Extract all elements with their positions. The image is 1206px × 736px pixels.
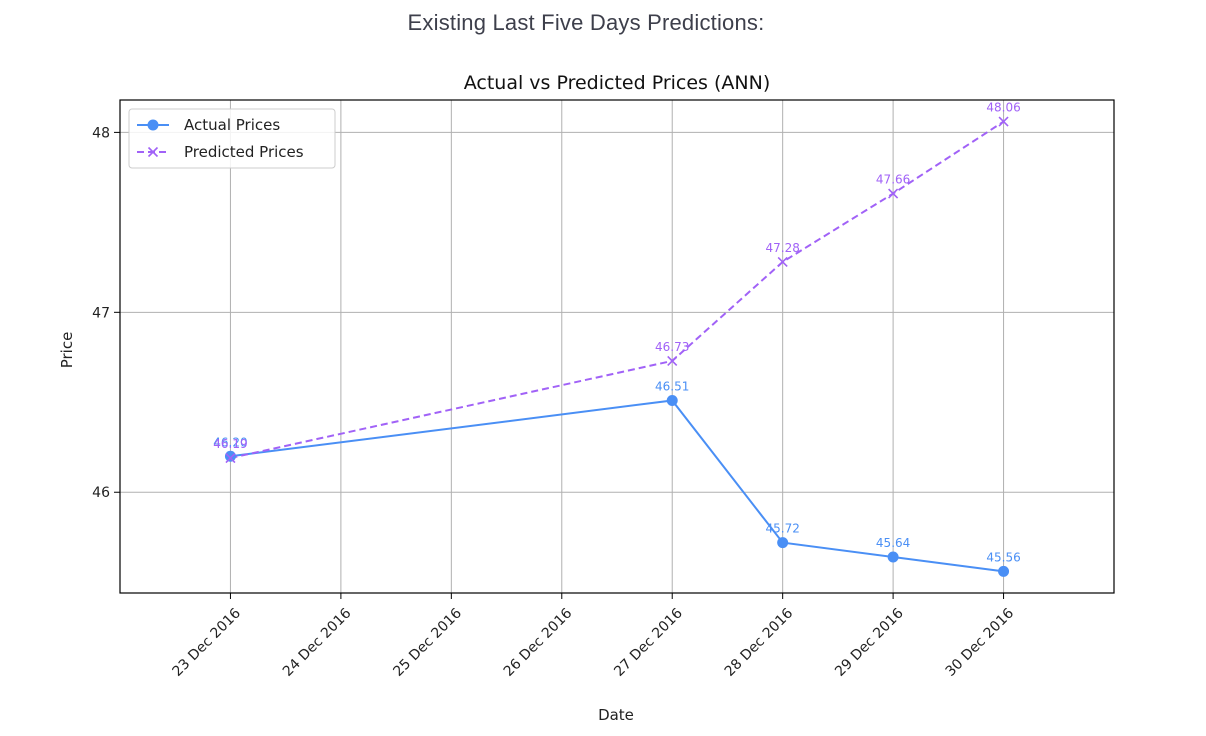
- y-axis: 46 47 48: [92, 125, 120, 501]
- chart-title: Actual vs Predicted Prices (ANN): [464, 72, 771, 94]
- actual-data-label: 45.64: [876, 536, 910, 550]
- x-tick-label: 28 Dec 2016: [722, 605, 797, 680]
- grid-lines: [120, 100, 1114, 593]
- predicted-data-label: 46.73: [655, 340, 689, 354]
- x-tick-label: 29 Dec 2016: [832, 605, 907, 680]
- legend-label: Actual Prices: [184, 116, 280, 134]
- predicted-data-label: 46.19: [213, 437, 247, 451]
- actual-point: [998, 565, 1010, 577]
- page-heading: Existing Last Five Days Predictions:: [407, 10, 765, 35]
- y-tick-label: 47: [92, 305, 110, 321]
- predicted-point: [667, 355, 678, 366]
- legend-marker: [147, 119, 159, 131]
- legend-marker: [147, 146, 159, 158]
- actual-point: [666, 394, 678, 406]
- x-axis: 23 Dec 2016 24 Dec 2016 25 Dec 2016 26 Dec …: [170, 593, 1018, 680]
- x-tick-label: 24 Dec 2016: [280, 605, 355, 680]
- y-tick-label: 48: [92, 125, 110, 141]
- x-axis-label: Date: [598, 706, 634, 724]
- data-labels: 46.20 46.51 45.72 45.64 45.56 46.19 46.73 47.28…: [213, 101, 1020, 565]
- predicted-point: [777, 256, 788, 267]
- predicted-data-label: 48.06: [986, 101, 1020, 115]
- series-markers: [224, 116, 1010, 577]
- x-tick-label: 23 Dec 2016: [170, 605, 245, 680]
- predicted-point: [225, 452, 236, 464]
- actual-point: [777, 537, 789, 549]
- predicted-point: [998, 116, 1009, 127]
- y-tick-label: 46: [92, 485, 110, 501]
- actual-point: [887, 551, 899, 563]
- actual-data-label: 45.56: [986, 550, 1020, 564]
- actual-point: [224, 450, 236, 462]
- x-tick-label: 30 Dec 2016: [943, 605, 1018, 680]
- legend-box: [128, 108, 336, 169]
- x-tick-label: 26 Dec 2016: [501, 605, 576, 680]
- legend-label: Predicted Prices: [184, 143, 304, 161]
- plot-area-frame: [119, 99, 1115, 594]
- legend: Actual Prices Predicted Prices: [128, 108, 336, 169]
- y-axis-label: Price: [58, 332, 76, 369]
- x-tick-label: 27 Dec 2016: [611, 605, 686, 680]
- predicted-point: [888, 188, 899, 199]
- predicted-data-label: 47.28: [765, 241, 799, 255]
- series-lines: [230, 120, 1005, 573]
- predicted-data-label: 47.66: [876, 173, 910, 187]
- x-tick-label: 25 Dec 2016: [390, 605, 465, 680]
- actual-data-label: 46.51: [655, 379, 689, 393]
- actual-data-label: 45.72: [765, 522, 799, 536]
- actual-data-label: 46.20: [213, 435, 247, 449]
